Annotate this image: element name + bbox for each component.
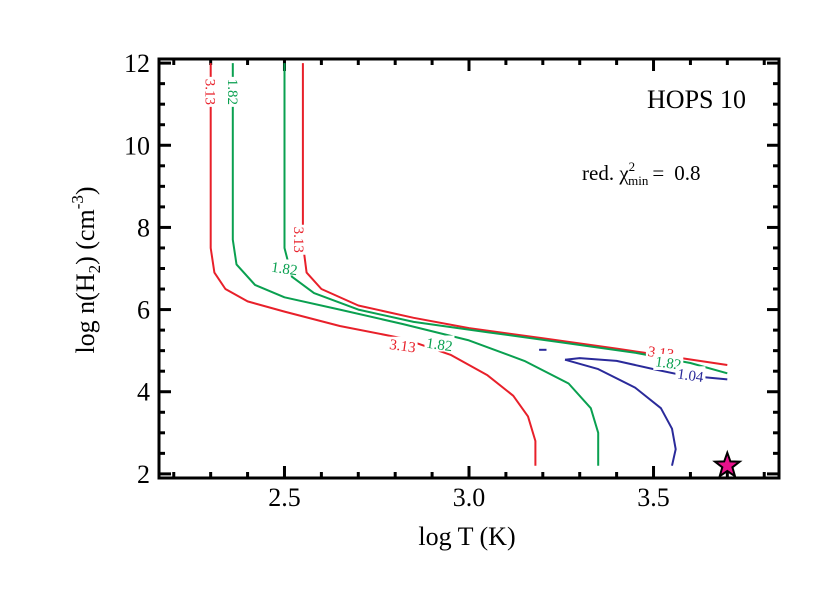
svg-text:log n(H2) (cm-3): log n(H2) (cm-3) — [68, 186, 104, 353]
y-tick-label: 2 — [137, 460, 150, 489]
y-axis-title-sup: -3 — [68, 195, 87, 209]
axes-frame: 2.5 3.0 3.5 2 4 6 8 10 12 — [124, 49, 781, 512]
contour-line-1-04 — [564, 358, 677, 466]
y-tick-label: 8 — [137, 213, 150, 242]
contour-label-bg — [224, 76, 241, 107]
contour-line-1-82 — [283, 63, 728, 375]
x-tick-label: 3.0 — [453, 483, 486, 512]
y-axis-title-mid: ) (cm — [71, 209, 100, 265]
star-marker-icon — [712, 449, 743, 479]
contour-labels: 3.133.133.13 3.131.821.821.821.821.04 — [202, 76, 706, 387]
chi2-annotation: red. χ2 min = 0.8 — [582, 159, 700, 188]
contour-label-bg — [202, 76, 219, 107]
chi2-prefix: red. χ — [582, 161, 629, 185]
contour-label: 3.13 — [290, 227, 306, 253]
contour-label-bg — [387, 336, 418, 353]
y-axis-title-sub: 2 — [85, 265, 104, 274]
contour-label-bg — [424, 335, 455, 352]
y-axis-title: log n(H2) (cm-3) — [68, 186, 104, 353]
contour-label-bg — [269, 259, 300, 276]
contour-label: 3.13 — [388, 337, 416, 356]
contour-label: 3.13 — [202, 79, 218, 105]
y-tick-label: 10 — [124, 131, 150, 160]
chi2-value: 0.8 — [674, 161, 700, 185]
y-axis-title-prefix: log n(H — [71, 273, 100, 353]
object-name-label: HOPS 10 — [647, 85, 746, 114]
contour-label: 1.82 — [270, 260, 298, 279]
y-tick-label: 6 — [137, 296, 150, 325]
x-tick-label: 2.5 — [268, 483, 301, 512]
contour-label: 1.04 — [676, 367, 705, 387]
y-tick-label: 4 — [137, 378, 150, 407]
chi2-equals: = — [652, 161, 664, 185]
contour-label: 1.82 — [224, 79, 240, 105]
contour-line-1-82 — [231, 63, 600, 466]
x-tick-label: 3.5 — [637, 483, 670, 512]
y-tick-label: 12 — [124, 49, 150, 78]
markers — [712, 449, 743, 479]
contour-label: 1.82 — [654, 354, 682, 373]
y-axis-title-suffix: ) — [71, 186, 100, 195]
chi2-sub: min — [628, 173, 649, 188]
contour-label-bg — [291, 224, 308, 255]
plot-border — [157, 57, 781, 480]
contour-label: 1.82 — [425, 336, 453, 355]
contour-label-bg — [653, 353, 684, 370]
chi2-sup: 2 — [629, 159, 636, 174]
x-axis-title: log T (K) — [418, 522, 515, 551]
contour-line-3-13 — [209, 63, 537, 466]
contour-label-bg — [675, 366, 706, 383]
